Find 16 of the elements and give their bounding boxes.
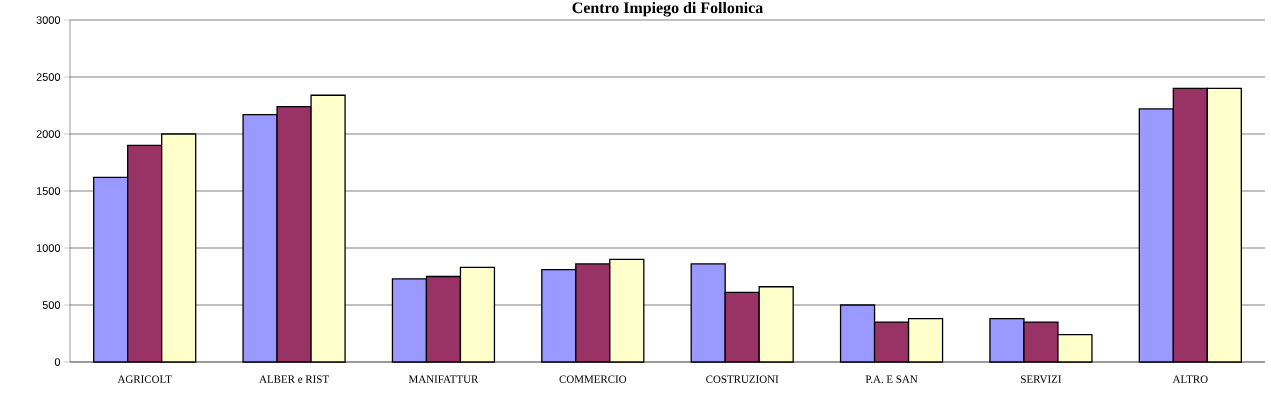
y-tick-label: 1000 xyxy=(36,244,61,252)
x-tick-label: P.A. E SAN xyxy=(865,375,918,383)
x-tick-label: COSTRUZIONI xyxy=(706,375,779,383)
x-tick-label: ALBER e RIST xyxy=(259,375,329,383)
y-tick-label: 2000 xyxy=(36,130,61,138)
x-tick-label: MANIFATTUR xyxy=(408,375,479,383)
y-tick-label: 500 xyxy=(42,301,61,309)
x-tick-label: SERVIZI xyxy=(1021,375,1062,383)
x-tick-label: ALTRO xyxy=(1172,375,1208,383)
y-tick-label: 1500 xyxy=(36,187,61,195)
y-tick-label: 2500 xyxy=(36,73,61,81)
x-tick-label: AGRICOLT xyxy=(117,375,172,383)
x-tick-label: COMMERCIO xyxy=(559,375,627,383)
chart-title: Centro Impiego di Follonica xyxy=(572,1,763,17)
y-tick-label: 0 xyxy=(54,358,61,366)
y-tick-label: 3000 xyxy=(36,16,61,24)
